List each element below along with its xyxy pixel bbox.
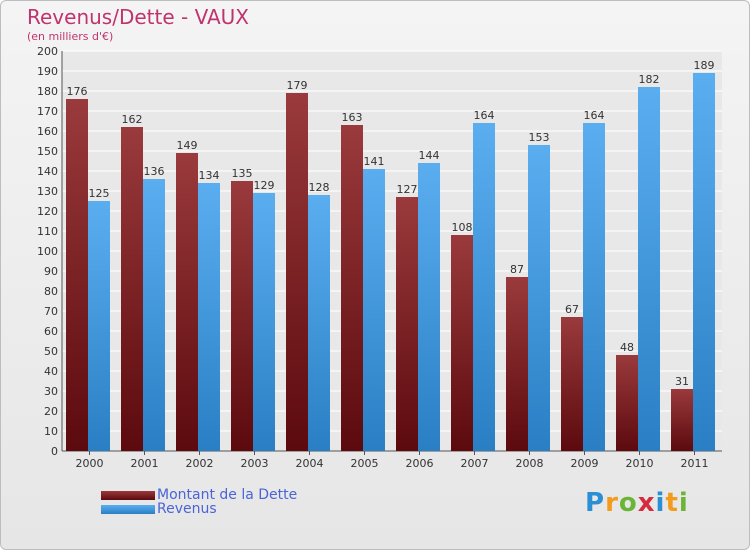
data-label-revenus: 129 xyxy=(254,179,275,192)
bar-dette xyxy=(176,153,198,451)
data-label-dette: 179 xyxy=(287,79,308,92)
legend-item-dette: Montant de la Dette xyxy=(101,487,298,503)
bar-dette xyxy=(561,317,583,451)
y-tick-label: 130 xyxy=(37,185,58,198)
bar-revenus xyxy=(583,123,605,451)
bar-dette xyxy=(341,125,363,451)
x-tick-label: 2001 xyxy=(131,457,159,470)
x-tick-label: 2006 xyxy=(406,457,434,470)
data-label-dette: 87 xyxy=(510,263,524,276)
bar-revenus xyxy=(418,163,440,451)
data-label-revenus: 189 xyxy=(694,59,715,72)
data-label-dette: 176 xyxy=(67,85,88,98)
data-label-revenus: 164 xyxy=(474,109,495,122)
x-tick-label: 2009 xyxy=(571,457,599,470)
legend-swatch-dette xyxy=(101,490,155,500)
logo-letter: P xyxy=(585,488,606,518)
x-tick-label: 2000 xyxy=(76,457,104,470)
y-tick-label: 60 xyxy=(44,325,58,338)
bar-dette xyxy=(286,93,308,451)
data-label-revenus: 125 xyxy=(89,187,110,200)
bar-dette xyxy=(671,389,693,451)
data-label-dette: 108 xyxy=(452,221,473,234)
data-label-dette: 162 xyxy=(122,113,143,126)
x-tick-label: 2010 xyxy=(626,457,654,470)
proxiti-logo: Proxiti xyxy=(585,488,689,518)
y-tick-label: 50 xyxy=(44,345,58,358)
logo-letter: o xyxy=(618,488,638,518)
bar-dette xyxy=(396,197,418,451)
logo-letter: r xyxy=(605,488,619,518)
y-tick-label: 20 xyxy=(44,405,58,418)
data-label-revenus: 134 xyxy=(199,169,220,182)
y-tick-label: 100 xyxy=(37,245,58,258)
y-tick-label: 140 xyxy=(37,165,58,178)
data-label-dette: 67 xyxy=(565,303,579,316)
bar-revenus xyxy=(693,73,715,451)
y-tick-label: 40 xyxy=(44,365,58,378)
bar-revenus xyxy=(473,123,495,451)
legend-item-revenus: Revenus xyxy=(101,501,217,517)
data-label-revenus: 136 xyxy=(144,165,165,178)
x-tick-label: 2005 xyxy=(351,457,379,470)
bar-dette xyxy=(231,181,253,451)
y-tick-label: 160 xyxy=(37,125,58,138)
bar-dette xyxy=(451,235,473,451)
logo-letter: i xyxy=(655,488,666,518)
bar-revenus xyxy=(253,193,275,451)
x-tick-label: 2007 xyxy=(461,457,489,470)
y-tick-label: 110 xyxy=(37,225,58,238)
data-label-dette: 135 xyxy=(232,167,253,180)
x-tick-label: 2003 xyxy=(241,457,269,470)
bar-revenus xyxy=(308,195,330,451)
data-label-revenus: 141 xyxy=(364,155,385,168)
y-tick-label: 80 xyxy=(44,285,58,298)
bar-revenus xyxy=(88,201,110,451)
data-label-dette: 31 xyxy=(675,375,689,388)
y-tick-label: 190 xyxy=(37,65,58,78)
y-tick-label: 70 xyxy=(44,305,58,318)
bar-dette xyxy=(66,99,88,451)
x-tick-label: 2011 xyxy=(681,457,709,470)
data-label-dette: 127 xyxy=(397,183,418,196)
bar-revenus xyxy=(363,169,385,451)
bar-dette xyxy=(121,127,143,451)
bar-revenus xyxy=(143,179,165,451)
bar-dette xyxy=(506,277,528,451)
y-tick-label: 170 xyxy=(37,105,58,118)
logo-letter: t xyxy=(665,488,679,518)
x-tick-label: 2004 xyxy=(296,457,324,470)
bar-revenus xyxy=(528,145,550,451)
y-tick-label: 150 xyxy=(37,145,58,158)
data-label-dette: 48 xyxy=(620,341,634,354)
y-tick-label: 200 xyxy=(37,45,58,58)
y-tick-label: 180 xyxy=(37,85,58,98)
bar-dette xyxy=(616,355,638,451)
chart-title: Revenus/Dette - VAUX xyxy=(27,5,250,29)
data-label-revenus: 182 xyxy=(639,73,660,86)
bar-revenus xyxy=(638,87,660,451)
data-label-revenus: 164 xyxy=(584,109,605,122)
data-label-revenus: 128 xyxy=(309,181,330,194)
y-tick-label: 120 xyxy=(37,205,58,218)
data-label-dette: 163 xyxy=(342,111,363,124)
legend-label-revenus: Revenus xyxy=(157,501,217,517)
data-label-revenus: 153 xyxy=(529,131,550,144)
logo-letter: i xyxy=(678,488,689,518)
y-tick-label: 90 xyxy=(44,265,58,278)
y-tick-label: 30 xyxy=(44,385,58,398)
logo-letter: x xyxy=(637,488,656,518)
y-tick-label: 0 xyxy=(51,445,58,458)
data-label-revenus: 144 xyxy=(419,149,440,162)
chart-subtitle: (en milliers d'€) xyxy=(27,30,114,43)
legend-swatch-revenus xyxy=(101,504,155,514)
x-tick-label: 2008 xyxy=(516,457,544,470)
x-tick-label: 2002 xyxy=(186,457,214,470)
legend-label-dette: Montant de la Dette xyxy=(157,487,298,503)
y-tick-label: 10 xyxy=(44,425,58,438)
bar-revenus xyxy=(198,183,220,451)
data-label-dette: 149 xyxy=(177,139,198,152)
